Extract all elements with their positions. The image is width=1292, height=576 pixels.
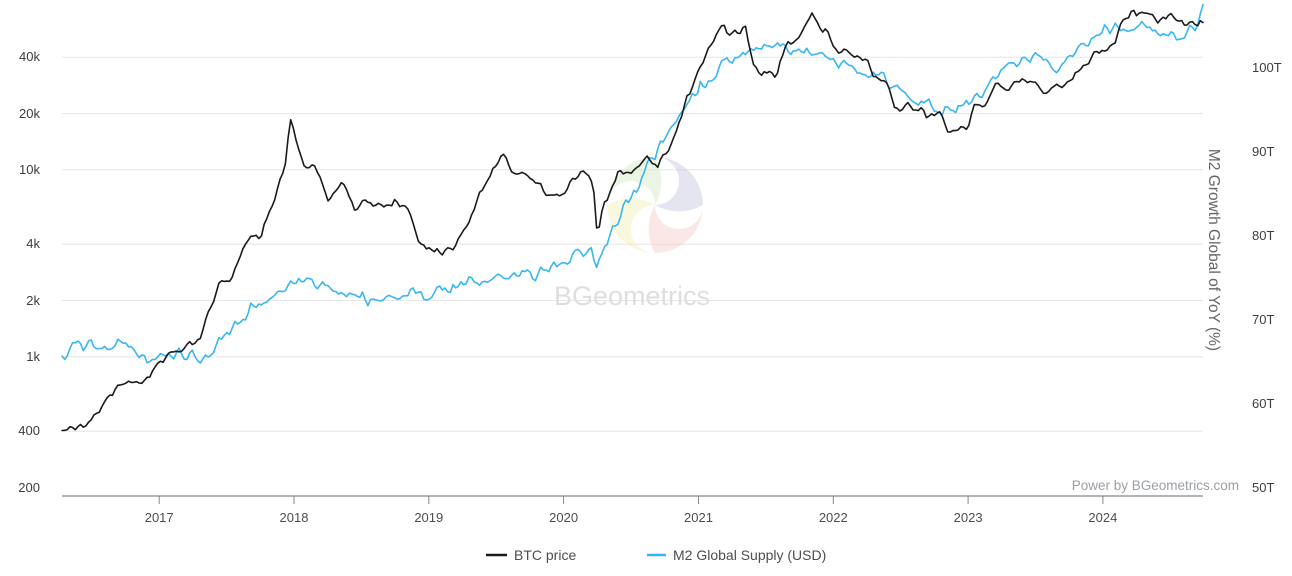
svg-text:M2 Growth Global of YoY (%): M2 Growth Global of YoY (%) [1205,149,1222,351]
svg-text:BTC price: BTC price [514,547,576,563]
svg-text:M2 Global Supply (USD): M2 Global Supply (USD) [673,547,826,563]
svg-text:Power by BGeometrics.com: Power by BGeometrics.com [1072,478,1239,493]
svg-text:BGeometrics: BGeometrics [554,281,710,311]
